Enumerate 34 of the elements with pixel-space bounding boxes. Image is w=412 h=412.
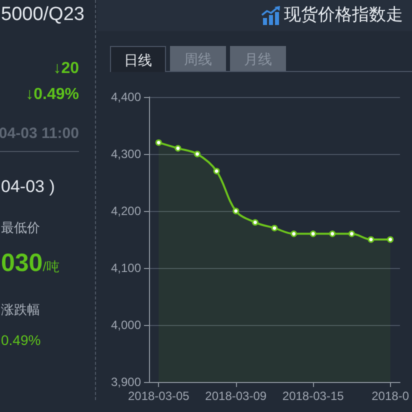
x-tick-label: 2018-03-05 <box>128 389 190 403</box>
point <box>271 224 278 232</box>
y-tick-label: 4,300 <box>110 147 142 161</box>
text: 0.49% <box>1 332 41 348</box>
text: /吨 <box>42 259 60 275</box>
point <box>387 236 394 243</box>
y-tick-label: 4,400 <box>110 90 142 104</box>
text: 涨跌幅 <box>1 302 40 318</box>
point <box>329 230 336 238</box>
text: ↓0.49% <box>26 85 79 105</box>
tab[interactable]: 日线 <box>110 46 166 72</box>
x-tick-label: 2018-03-09 <box>205 389 267 403</box>
text: 030 <box>1 248 43 278</box>
y-tick-label: 4,200 <box>110 204 142 218</box>
point <box>194 150 201 158</box>
y-tick-label: 4,100 <box>110 261 142 275</box>
point <box>174 145 182 152</box>
point <box>252 219 258 226</box>
point <box>310 230 316 238</box>
point <box>155 139 162 146</box>
y-tick-label: 3,900 <box>110 375 142 389</box>
point <box>232 208 240 214</box>
text: 最低价 <box>1 220 40 236</box>
text: ↓20 <box>53 59 79 79</box>
text: 04-03 ) <box>1 176 55 198</box>
x-tick-label: 2018-0 <box>372 389 410 403</box>
x-tick-label: 2018-03-15 <box>282 389 344 403</box>
chart-title: 现货价格指数走 <box>284 5 403 25</box>
point <box>368 236 374 243</box>
point <box>290 230 298 238</box>
y-tick-label: 4,000 <box>110 318 142 332</box>
text: 5000/Q23 <box>1 4 84 26</box>
point <box>213 168 220 174</box>
point <box>348 230 355 238</box>
